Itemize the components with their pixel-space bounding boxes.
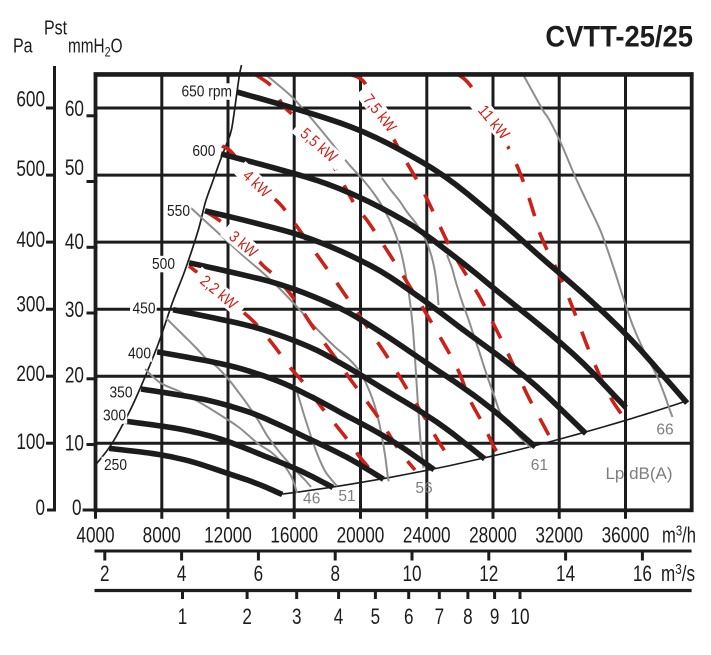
svg-text:40: 40 [65,229,84,254]
svg-text:mmH2O: mmH2O [68,35,123,59]
svg-text:650 rpm: 650 rpm [182,84,233,101]
svg-text:300: 300 [103,408,126,425]
svg-text:500: 500 [16,156,45,181]
svg-text:200: 200 [16,361,45,386]
svg-text:46: 46 [303,491,320,508]
svg-text:450: 450 [133,301,156,318]
svg-text:10: 10 [402,561,421,586]
svg-text:51: 51 [338,488,355,505]
svg-text:1: 1 [178,604,188,629]
svg-text:Lp dB(A): Lp dB(A) [605,464,672,483]
svg-text:7: 7 [435,604,445,629]
svg-text:0: 0 [72,495,82,520]
svg-text:8: 8 [463,604,473,629]
svg-text:16: 16 [633,561,652,586]
svg-text:10: 10 [510,604,529,629]
svg-text:100: 100 [16,429,45,454]
svg-text:4: 4 [177,561,187,586]
svg-text:12: 12 [479,561,498,586]
svg-text:14: 14 [556,561,575,586]
svg-text:20: 20 [65,363,84,388]
svg-text:250: 250 [104,457,127,474]
svg-text:5: 5 [371,604,381,629]
svg-text:8000: 8000 [143,523,181,548]
svg-text:400: 400 [128,346,151,363]
svg-text:6: 6 [254,561,264,586]
svg-text:0: 0 [36,495,46,520]
svg-text:16000: 16000 [270,523,318,548]
svg-text:2: 2 [100,561,110,586]
svg-text:Pa: Pa [13,35,33,57]
svg-text:3: 3 [292,604,302,629]
svg-text:CVTT-25/25: CVTT-25/25 [545,21,693,54]
svg-text:2: 2 [242,604,252,629]
svg-text:600: 600 [16,87,45,112]
svg-text:61: 61 [531,457,548,474]
svg-text:Pst: Pst [44,18,67,40]
svg-text:20000: 20000 [337,523,385,548]
svg-text:600: 600 [192,143,215,160]
svg-text:400: 400 [16,227,45,252]
svg-text:4000: 4000 [76,523,114,548]
svg-text:300: 300 [16,292,45,317]
svg-text:36000: 36000 [602,523,650,548]
svg-text:66: 66 [656,422,673,439]
svg-text:30: 30 [65,297,84,322]
svg-text:550: 550 [167,203,190,220]
svg-text:12000: 12000 [204,523,252,548]
svg-text:350: 350 [110,385,133,402]
svg-text:32000: 32000 [535,523,583,548]
svg-text:24000: 24000 [403,523,451,548]
svg-text:6: 6 [404,604,414,629]
svg-text:50: 50 [65,155,84,180]
svg-text:10: 10 [65,430,84,455]
svg-text:60: 60 [65,96,84,121]
svg-text:500: 500 [152,256,175,273]
svg-text:8: 8 [330,561,340,586]
svg-text:9: 9 [490,604,500,629]
svg-text:4: 4 [334,604,344,629]
svg-text:28000: 28000 [469,523,517,548]
svg-text:56: 56 [415,480,432,497]
